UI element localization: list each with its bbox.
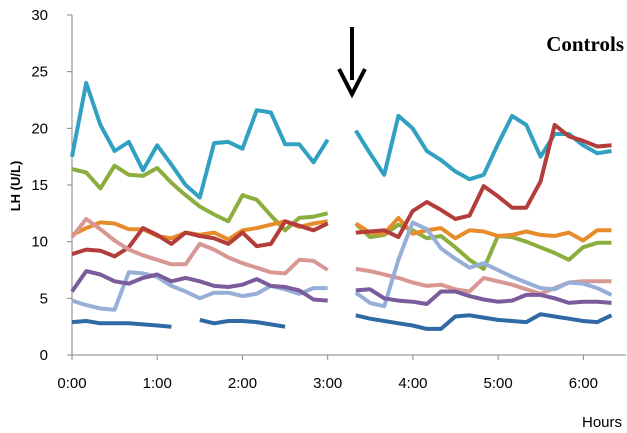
y-tick-label: 20 <box>31 120 48 137</box>
series-layer <box>70 81 613 331</box>
series-line <box>71 270 328 312</box>
series-1 <box>70 81 612 200</box>
y-tick-label: 10 <box>31 234 48 251</box>
chart-annotation-label: Controls <box>546 32 624 56</box>
x-tick-label: 2:00 <box>228 375 257 392</box>
series-line <box>70 269 328 303</box>
x-axis-title: Hours <box>582 414 622 431</box>
y-tick-label: 0 <box>40 347 48 364</box>
series-line <box>354 222 612 271</box>
series-6 <box>71 220 613 312</box>
x-tick-label: 4:00 <box>398 375 427 392</box>
series-line <box>355 122 612 240</box>
series-line <box>71 219 329 259</box>
series-line <box>354 113 612 182</box>
series-line <box>355 287 612 306</box>
series-line <box>354 215 612 243</box>
down-arrow-icon <box>337 27 367 99</box>
y-tick-label: 25 <box>31 64 48 81</box>
x-tick-label: 1:00 <box>143 375 172 392</box>
x-tick-label: 6:00 <box>569 375 598 392</box>
axes <box>67 14 626 360</box>
series-line <box>354 220 613 309</box>
y-axis-title: LH (U/L) <box>8 161 23 212</box>
series-line <box>70 81 330 200</box>
y-tick-label: 15 <box>31 177 48 194</box>
series-8 <box>71 312 613 331</box>
series-4 <box>71 122 612 259</box>
series-line <box>71 163 329 233</box>
x-tick-label: 5:00 <box>484 375 513 392</box>
series-7 <box>70 269 612 306</box>
series-line <box>70 217 329 276</box>
x-tick-label: 3:00 <box>313 375 342 392</box>
series-line <box>355 312 613 331</box>
y-tick-label: 30 <box>31 7 48 24</box>
series-line <box>199 317 286 329</box>
y-tick-label: 5 <box>40 290 48 307</box>
y-tick-labels: 0 5 10 15 20 25 30 <box>31 7 48 364</box>
x-tick-label: 0:00 <box>57 375 86 392</box>
x-tick-labels: 0:00 1:00 2:00 3:00 4:00 5:00 6:00 <box>57 375 598 392</box>
series-2 <box>71 163 612 271</box>
series-line <box>71 319 172 329</box>
series-3 <box>71 215 612 243</box>
